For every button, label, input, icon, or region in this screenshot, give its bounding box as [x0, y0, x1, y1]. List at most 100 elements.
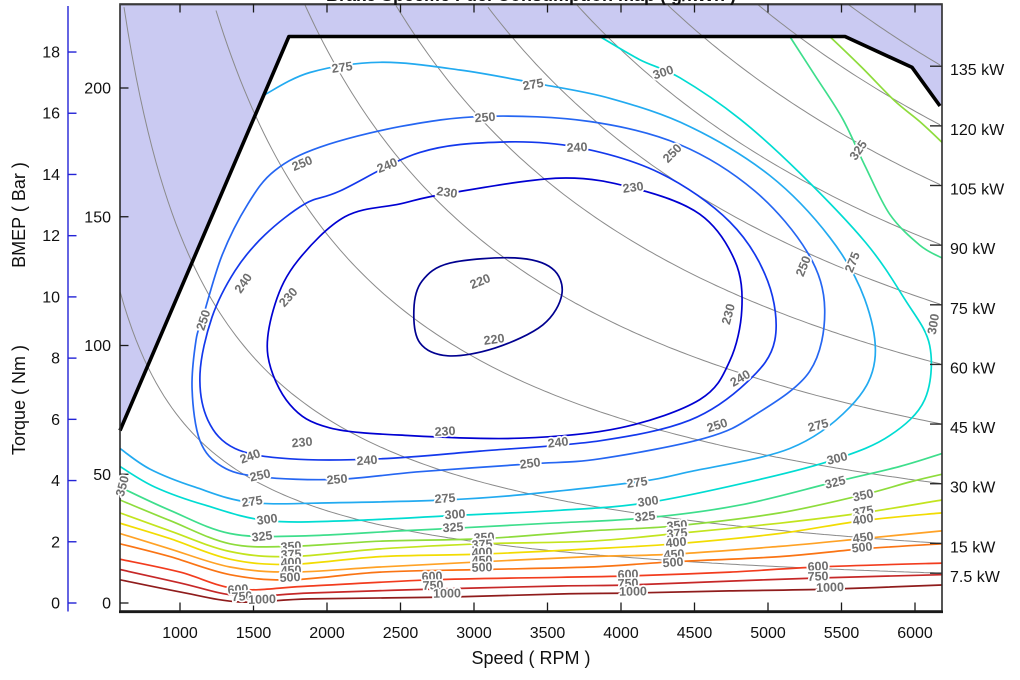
contour-label-400: 400	[852, 511, 875, 528]
power-label-45kw: 45 kW	[950, 420, 996, 437]
contour-label-240: 240	[547, 434, 569, 450]
bmep-tick-14: 14	[42, 167, 60, 184]
bmep-tick-8: 8	[51, 351, 60, 368]
power-label-90kw: 90 kW	[950, 241, 996, 258]
power-line-90kw	[575, 4, 941, 245]
power-label-75kw: 75 kW	[950, 301, 996, 318]
contour-label-275: 275	[522, 76, 545, 93]
x-tick-5000: 5000	[750, 625, 786, 642]
contour-label-750: 750	[231, 589, 253, 604]
bsfc-contours	[120, 35, 942, 604]
power-label-120kw: 120 kW	[950, 122, 1005, 139]
bmep-tick-10: 10	[42, 289, 60, 306]
torque-tick-100: 100	[84, 338, 111, 355]
x-tick-6000: 6000	[897, 625, 933, 642]
x-tick-3500: 3500	[530, 625, 566, 642]
contour-label-250: 250	[194, 308, 214, 332]
contour-label-240: 240	[356, 453, 378, 468]
contour-label-600: 600	[807, 559, 829, 574]
contour-600	[120, 558, 942, 591]
contour-300	[120, 35, 933, 523]
power-line-30kw	[215, 10, 941, 484]
full-load-envelope-line	[118, 34, 942, 432]
power-line-135kw	[847, 4, 941, 66]
contour-label-1000: 1000	[619, 584, 647, 598]
power-line-60kw	[395, 5, 941, 365]
contour-500	[120, 542, 942, 581]
contour-label-220: 220	[483, 331, 506, 348]
power-label-135kw: 135 kW	[950, 62, 1005, 79]
power-line-105kw	[667, 4, 941, 186]
contour-label-240: 240	[375, 155, 400, 176]
contour-label-250: 250	[705, 416, 729, 436]
contour-label-1000: 1000	[433, 586, 461, 600]
contour-label-230: 230	[622, 179, 645, 196]
contour-label-750: 750	[807, 569, 828, 584]
contour-label-375: 375	[280, 547, 302, 562]
bmep-tick-12: 12	[42, 228, 60, 245]
bmep-tick-18: 18	[42, 45, 60, 62]
y-axis-title-torque: Torque ( Nm )	[9, 345, 29, 455]
contour-label-275: 275	[241, 493, 264, 510]
contour-label-275: 275	[806, 416, 830, 435]
contour-label-250: 250	[248, 466, 271, 484]
power-line-45kw	[304, 4, 941, 425]
contour-label-1000: 1000	[248, 592, 276, 607]
contour-label-600: 600	[617, 567, 638, 582]
contour-label-375: 375	[471, 537, 493, 552]
x-tick-2000: 2000	[309, 625, 345, 642]
torque-tick-0: 0	[102, 596, 111, 613]
x-tick-1000: 1000	[162, 625, 198, 642]
contour-1000	[120, 578, 942, 604]
contour-label-250: 250	[290, 153, 315, 174]
tick-labels: 1000 1500 2000 2500 3000 3500 4000 4500 5000 5500…	[42, 45, 933, 642]
contour-label-375: 375	[666, 526, 688, 542]
contour-label-250: 250	[474, 110, 496, 125]
contour-240	[199, 140, 777, 461]
contour-350	[120, 473, 942, 548]
contour-label-600: 600	[421, 569, 442, 584]
bmep-tick-2: 2	[51, 534, 60, 551]
contour-325	[788, 35, 942, 259]
contour-label-400: 400	[471, 545, 493, 560]
contour-label-300: 300	[444, 507, 466, 522]
power-label-7.5kw: 7.5 kW	[950, 569, 1001, 586]
contour-label-350: 350	[280, 539, 302, 554]
contour-label-600: 600	[227, 582, 249, 597]
x-tick-1500: 1500	[236, 625, 272, 642]
contour-label-400: 400	[280, 555, 302, 570]
contour-275	[120, 61, 877, 505]
bmep-tick-16: 16	[42, 106, 60, 123]
contour-label-450: 450	[852, 529, 875, 546]
contour-label-750: 750	[422, 578, 443, 593]
contour-label-325: 325	[634, 508, 656, 524]
power-axis-labels: 135 kW 120 kW 105 kW 90 kW 75 kW 60 kW 45 kW 30…	[950, 62, 1005, 586]
x-tick-5500: 5500	[824, 625, 860, 642]
contour-label-230: 230	[291, 435, 313, 451]
contour-350	[828, 35, 942, 143]
bmep-tick-4: 4	[51, 473, 60, 490]
power-line-120kw	[756, 4, 941, 126]
contour-label-275: 275	[331, 59, 354, 76]
contour-label-240: 240	[238, 446, 262, 466]
contour-label-500: 500	[662, 555, 684, 570]
power-label-105kw: 105 kW	[950, 182, 1005, 199]
torque-tick-50: 50	[93, 467, 111, 484]
contour-250	[191, 115, 826, 481]
contour-label-300: 300	[256, 511, 279, 528]
x-tick-2500: 2500	[383, 625, 419, 642]
contour-label-350: 350	[666, 517, 688, 533]
torque-tick-150: 150	[84, 209, 111, 226]
contour-label-450: 450	[663, 547, 685, 562]
x-axis-title: Speed ( RPM )	[471, 648, 590, 668]
contour-450	[120, 530, 942, 573]
contour-label-300: 300	[825, 449, 849, 468]
contour-400	[120, 512, 942, 566]
contour-label-450: 450	[280, 563, 302, 578]
contour-325	[120, 452, 942, 538]
x-tick-4000: 4000	[603, 625, 639, 642]
power-label-30kw: 30 kW	[950, 480, 996, 497]
contour-label-230: 230	[276, 285, 300, 310]
out-of-range-region	[120, 4, 942, 431]
